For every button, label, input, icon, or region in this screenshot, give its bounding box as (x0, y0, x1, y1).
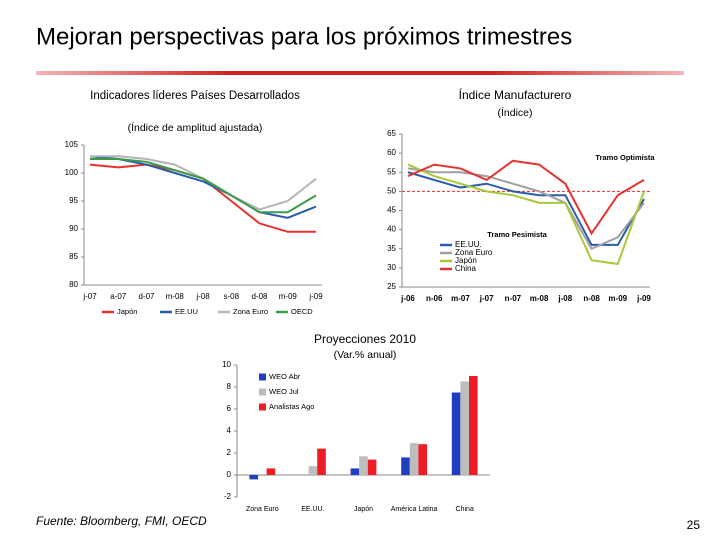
y-tick-label: 10 (222, 360, 231, 369)
y-tick-label: 60 (387, 148, 396, 157)
bar (409, 443, 419, 475)
x-tick-label: j-07 (479, 294, 494, 303)
y-tick-label: 55 (387, 167, 396, 176)
x-tick-label: m-08 (530, 294, 549, 303)
bar (257, 475, 267, 477)
chart-title: Proyecciones 2010 (314, 332, 416, 346)
bar (460, 381, 470, 475)
y-tick-label: 40 (387, 225, 396, 234)
line-series (89, 155, 317, 219)
x-tick-label: j-06 (400, 294, 415, 303)
x-tick-label: m-08 (166, 292, 185, 301)
bar (249, 475, 258, 480)
x-tick-label: j-09 (636, 294, 651, 303)
x-tick-label: s-08 (223, 292, 239, 301)
y-tick-label: 65 (387, 129, 396, 138)
annotation: Tramo Pesimista (487, 230, 547, 239)
line-series (407, 159, 645, 236)
x-tick-label: n-08 (583, 294, 600, 303)
x-tick-label: m-07 (451, 294, 470, 303)
x-tick-label: a-07 (110, 292, 127, 301)
y-tick-label: 4 (227, 426, 232, 435)
bar (469, 376, 478, 475)
chart-subtitle: (Var.% anual) (334, 349, 397, 361)
y-tick-label: 0 (227, 470, 232, 479)
y-tick-label: 95 (69, 196, 78, 205)
legend-label: Analistas Ago (269, 402, 314, 411)
x-tick-label: j-07 (82, 292, 97, 301)
x-tick-label: d-07 (138, 292, 155, 301)
x-tick-label: j-08 (557, 294, 572, 303)
y-tick-label: 105 (65, 140, 79, 149)
x-tick-label: n-06 (426, 294, 443, 303)
x-tick-label: América Latina (391, 506, 438, 513)
source: Fuente: Bloomberg, FMI, OECD (36, 514, 207, 528)
legend-label: Japón (117, 307, 137, 316)
x-tick-label: Zona Euro (246, 506, 279, 513)
page-number: 25 (687, 518, 701, 532)
chart-title: Indicadores líderes Países Desarrollados (90, 90, 300, 102)
y-tick-label: 45 (387, 206, 396, 215)
line-series (407, 163, 645, 266)
y-tick-label: 85 (69, 252, 78, 261)
y-tick-label: 25 (387, 282, 396, 291)
legend-label: WEO Abr (269, 372, 301, 381)
x-tick-label: n-07 (505, 294, 522, 303)
x-tick-label: d-08 (251, 292, 268, 301)
y-tick-label: 30 (387, 263, 396, 272)
line-series (90, 158, 317, 214)
bar (308, 466, 318, 475)
legend-label: Zona Euro (455, 248, 493, 257)
legend-label: OECD (291, 307, 313, 316)
bar (418, 444, 428, 475)
x-tick-label: m-09 (608, 294, 627, 303)
chart-subtitle: (Índice) (497, 106, 532, 119)
y-tick-label: 8 (227, 382, 232, 391)
x-tick-label: j-08 (195, 292, 210, 301)
legend-label: China (455, 264, 476, 273)
legend-label: EE.UU (175, 307, 198, 316)
x-tick-label: j-09 (308, 292, 323, 301)
line-series (407, 171, 645, 246)
y-tick-label: -2 (224, 492, 232, 501)
title-rule (36, 71, 684, 75)
y-tick-label: 6 (227, 404, 232, 413)
legend-label: EE.UU. (455, 240, 482, 249)
legend-swatch (259, 403, 266, 411)
y-tick-label: 2 (227, 448, 232, 457)
legend-label: Japón (455, 256, 477, 265)
bar (359, 456, 368, 475)
x-tick-label: Japón (354, 506, 373, 513)
bar (266, 468, 276, 475)
bar (367, 459, 377, 475)
line-series (90, 155, 317, 211)
bar (317, 448, 326, 475)
x-tick-label: m-09 (279, 292, 298, 301)
legend-swatch (259, 373, 266, 381)
slide-title: Mejoran perspectivas para los próximos t… (36, 23, 572, 50)
x-tick-label: China (456, 506, 474, 513)
legend-label: Zona Euro (233, 307, 268, 316)
x-tick-label: EE.UU. (301, 506, 324, 513)
line-series (407, 167, 645, 251)
y-tick-label: 100 (65, 168, 79, 177)
y-tick-label: 90 (69, 224, 78, 233)
chart-title: Índice Manufacturero (459, 87, 572, 102)
y-tick-label: 50 (387, 186, 396, 195)
line-series (89, 163, 316, 233)
bar (350, 468, 360, 475)
chart-subtitle: (Índice de amplitud ajustada) (128, 121, 263, 134)
annotation: Tramo Optimista (595, 153, 655, 162)
bar (451, 392, 461, 475)
legend-swatch (259, 388, 266, 396)
legend-label: WEO Jul (269, 387, 299, 396)
y-tick-label: 80 (69, 280, 78, 289)
bar (401, 457, 410, 475)
y-tick-label: 35 (387, 244, 396, 253)
